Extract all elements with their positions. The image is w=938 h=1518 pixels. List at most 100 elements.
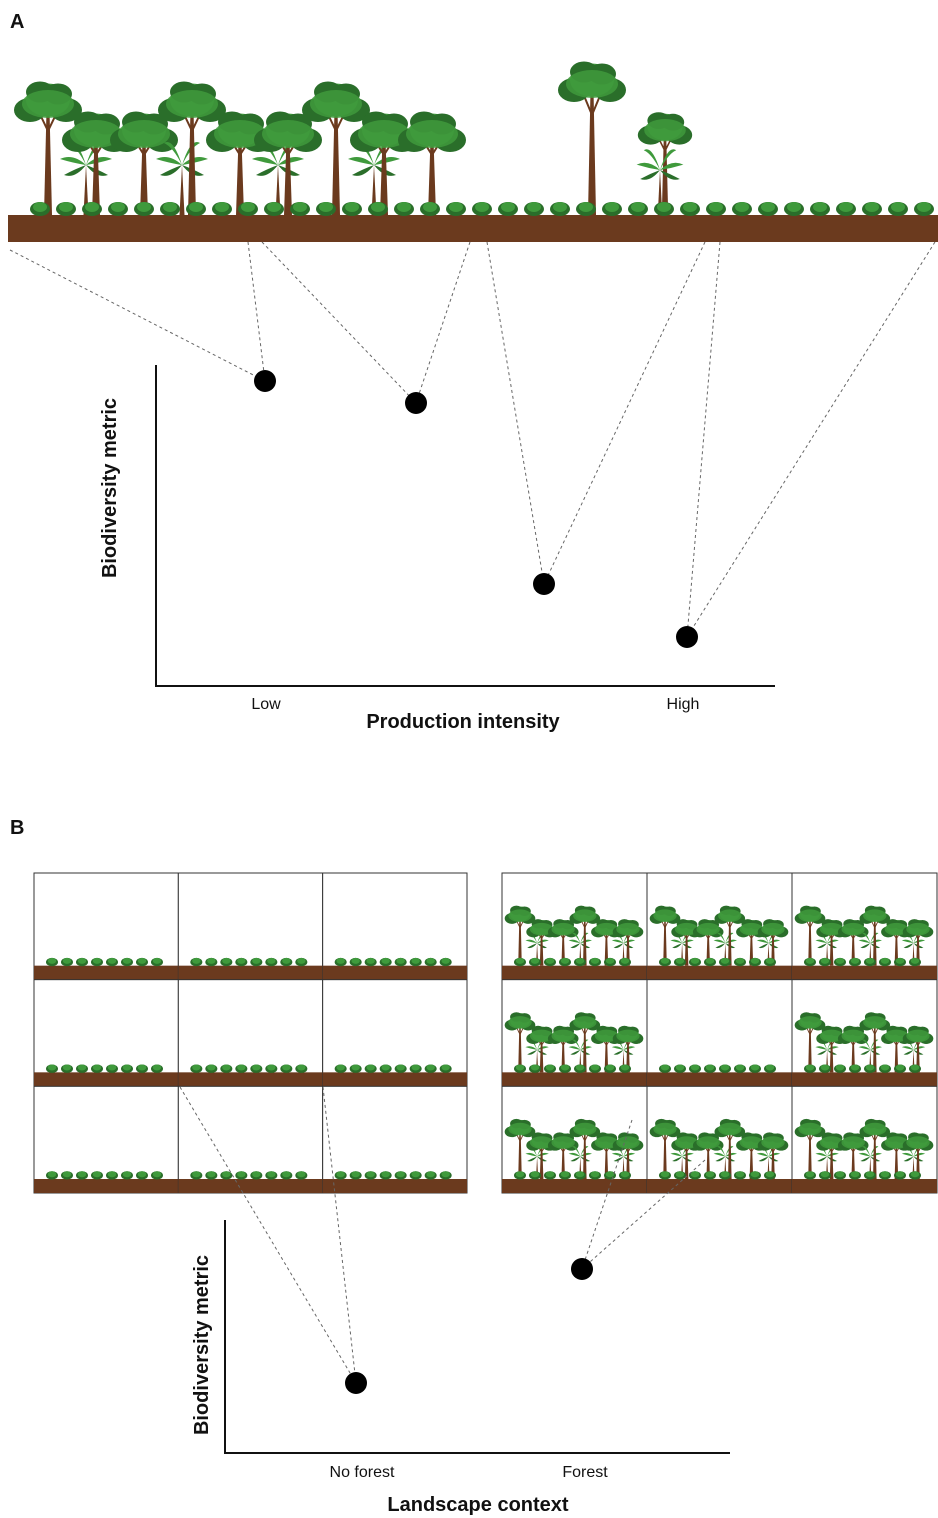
canopy xyxy=(798,909,822,923)
palm-leaf xyxy=(901,1152,914,1157)
canopy xyxy=(884,922,909,936)
trunk xyxy=(894,1145,899,1179)
canopy xyxy=(70,120,122,148)
trunk xyxy=(728,1131,732,1179)
palm-leaf xyxy=(660,170,680,180)
palm-leaf xyxy=(623,1152,636,1157)
palm-leaf xyxy=(580,1046,592,1050)
palm-leaf xyxy=(768,1152,781,1157)
shrub xyxy=(192,957,201,964)
ground xyxy=(502,1179,647,1193)
palm-leaf xyxy=(640,170,660,180)
canopy xyxy=(906,922,930,936)
shrub xyxy=(237,957,246,964)
shrub xyxy=(152,957,162,964)
grid-cell xyxy=(646,872,793,981)
grid-cell xyxy=(177,872,324,981)
shrub xyxy=(720,1171,730,1178)
palm-leaf xyxy=(817,1156,828,1162)
canopy xyxy=(594,1136,619,1149)
canopy xyxy=(508,909,532,923)
palm-leaf xyxy=(672,1156,683,1162)
shrub xyxy=(805,1171,815,1178)
trunk xyxy=(188,110,196,215)
palm-leaf xyxy=(537,1046,549,1050)
palm-leaf xyxy=(862,1039,871,1050)
palm-leaf xyxy=(623,1046,636,1050)
grid-cell xyxy=(646,1085,793,1194)
palm-leaf xyxy=(715,943,726,949)
grid-cell xyxy=(33,1085,179,1194)
trunk xyxy=(539,931,544,966)
point xyxy=(405,392,427,414)
grid-cell xyxy=(791,872,938,981)
shrub xyxy=(683,202,697,212)
ground xyxy=(322,1072,467,1087)
palm-leaf xyxy=(60,157,86,165)
trunk xyxy=(236,140,244,215)
palm-leaf xyxy=(682,1152,694,1157)
ground xyxy=(792,1179,937,1193)
trunk xyxy=(829,1038,834,1073)
shrub xyxy=(690,1064,700,1071)
palm-leaf xyxy=(827,939,839,944)
trunk xyxy=(428,140,436,215)
canopy xyxy=(529,922,554,936)
shrub xyxy=(515,957,525,964)
shrub xyxy=(192,1171,201,1178)
palm-leaf xyxy=(568,1152,581,1157)
canopy xyxy=(906,1029,930,1043)
palm-leaf xyxy=(352,165,374,176)
canopy xyxy=(906,1136,930,1149)
shrub xyxy=(891,202,905,212)
shrub xyxy=(675,1171,685,1178)
point xyxy=(571,1258,593,1280)
shrub xyxy=(92,1171,102,1178)
canopy xyxy=(761,1136,785,1149)
shrub xyxy=(605,1064,615,1071)
shrub xyxy=(750,1171,760,1178)
shrub xyxy=(880,957,890,964)
palm-leaf xyxy=(860,1156,871,1162)
trunk xyxy=(894,931,899,966)
landscape-grid xyxy=(33,872,468,1194)
shrub xyxy=(720,957,730,964)
shrub xyxy=(47,957,57,964)
shrub xyxy=(917,202,931,212)
palm-leaf xyxy=(815,1152,828,1157)
shrub xyxy=(137,202,151,212)
shrub xyxy=(122,1064,132,1071)
trunk xyxy=(518,1025,522,1073)
trunk xyxy=(771,931,775,966)
shrub xyxy=(575,1064,585,1071)
shrub xyxy=(351,957,360,964)
shrub xyxy=(77,1064,87,1071)
palm-leaf xyxy=(903,943,914,949)
shrub xyxy=(709,202,723,212)
palm-leaf xyxy=(682,939,694,944)
palm-leaf xyxy=(870,939,882,944)
canopy xyxy=(573,909,597,923)
trunk xyxy=(749,1145,754,1179)
palm-leaf xyxy=(827,1046,839,1050)
palm-leaf xyxy=(815,939,828,944)
shrub xyxy=(765,957,775,964)
shrub xyxy=(441,957,450,964)
shrub xyxy=(92,1064,102,1071)
canopy xyxy=(841,1136,865,1149)
shrub xyxy=(351,1064,360,1071)
shrub xyxy=(237,1064,246,1071)
palm-leaf xyxy=(611,939,624,944)
palm-leaf xyxy=(537,1152,549,1157)
canopy xyxy=(718,1122,742,1136)
shrub xyxy=(282,957,291,964)
shrub xyxy=(865,1171,875,1178)
palm-leaf xyxy=(572,1039,581,1050)
shrub xyxy=(293,202,307,212)
shrub xyxy=(77,1171,87,1178)
canopy xyxy=(653,1122,677,1136)
palm-leaf xyxy=(756,1152,769,1157)
shrub xyxy=(765,1171,775,1178)
palm-leaf xyxy=(570,1156,581,1162)
trunk xyxy=(916,931,920,966)
